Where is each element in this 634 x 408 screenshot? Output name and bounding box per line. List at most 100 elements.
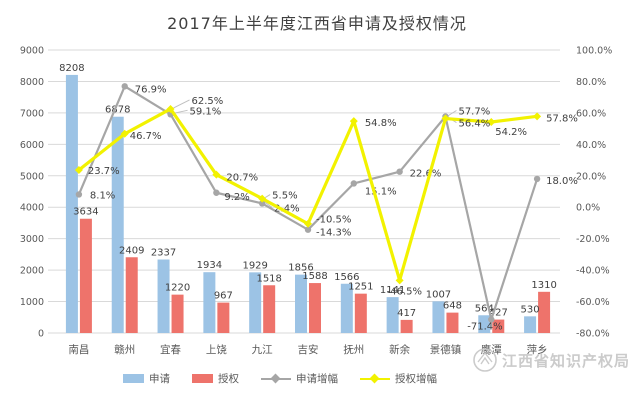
growth-point-label: 57.8% bbox=[546, 113, 578, 124]
grant-bar-label: 1518 bbox=[256, 273, 281, 284]
grant-bar bbox=[538, 291, 551, 333]
line-marker bbox=[304, 226, 312, 233]
grant-bar bbox=[125, 257, 138, 333]
grant-bar bbox=[79, 218, 92, 333]
right-axis-tick: 40.0% bbox=[576, 140, 606, 151]
category-label: 南昌 bbox=[68, 343, 89, 356]
line-marker bbox=[441, 114, 450, 123]
bar-value-labels: 8208 3634 6878 2409 2337 1220 1934 967 1929 1518 1… bbox=[59, 63, 557, 319]
grant-bar bbox=[446, 312, 459, 333]
legend-label: 申请 bbox=[149, 373, 170, 385]
legend-item-grant-growth: 授权增幅 bbox=[360, 371, 437, 386]
line-marker bbox=[166, 104, 175, 113]
left-axis-tick: 4000 bbox=[20, 203, 44, 214]
legend-label: 授权 bbox=[218, 373, 239, 385]
growth-point-label: 54.2% bbox=[495, 127, 527, 138]
right-axis-tick: 20.0% bbox=[576, 171, 606, 182]
category-label: 上饶 bbox=[206, 343, 227, 356]
category-label: 景德镇 bbox=[430, 343, 462, 356]
right-axis-tick: -60.0% bbox=[576, 297, 610, 308]
left-axis-tick: 5000 bbox=[20, 171, 44, 182]
line-marker bbox=[74, 165, 83, 174]
growth-point-label: -14.3% bbox=[316, 228, 351, 239]
line-marker bbox=[488, 316, 495, 323]
application-bar-label: 1929 bbox=[242, 260, 267, 271]
application-bar-label: 564 bbox=[475, 303, 494, 314]
legend-label: 申请增幅 bbox=[296, 373, 338, 385]
growth-point-label: 56.4% bbox=[458, 119, 490, 130]
application-bar bbox=[478, 315, 491, 333]
grant-bar bbox=[171, 294, 184, 333]
label-leader-line bbox=[173, 99, 190, 109]
category-label: 鹰潭 bbox=[481, 343, 502, 356]
right-axis-tick: 0.0% bbox=[576, 203, 600, 214]
application-bar bbox=[111, 116, 124, 333]
growth-point-label: -71.4% bbox=[467, 321, 502, 332]
growth-point-label: 2.4% bbox=[274, 203, 299, 214]
grant-bar bbox=[400, 319, 413, 333]
chart-title: 2017年上半年度江西省申请及授权情况 bbox=[167, 14, 467, 33]
category-label: 抚州 bbox=[343, 344, 364, 356]
label-leader-line bbox=[264, 202, 273, 208]
application-bar-label: 1934 bbox=[197, 260, 222, 271]
legend-item-applications: 申请 bbox=[123, 371, 170, 386]
grant-bar-label: 1310 bbox=[531, 280, 556, 291]
category-label: 宜春 bbox=[160, 343, 181, 356]
grant-bar-label: 3634 bbox=[73, 207, 98, 218]
growth-point-label: 20.7% bbox=[226, 173, 258, 184]
application-bar bbox=[386, 297, 399, 333]
left-axis-tick: 1000 bbox=[20, 297, 44, 308]
line-marker bbox=[533, 112, 542, 121]
category-label: 吉安 bbox=[298, 343, 319, 356]
left-axis-tick: 0 bbox=[38, 329, 44, 340]
grant-bar-label: 1588 bbox=[302, 271, 327, 282]
growth-point-label: 18.0% bbox=[546, 176, 578, 187]
application-bar-label: 1141 bbox=[380, 285, 405, 296]
application-bar bbox=[295, 274, 307, 333]
application-bar-label: 530 bbox=[521, 304, 540, 315]
line-marker bbox=[349, 117, 358, 126]
application-bar-label: 8208 bbox=[59, 63, 84, 74]
line-marker bbox=[304, 219, 312, 228]
grant-bar bbox=[354, 293, 367, 333]
line-marker bbox=[120, 129, 129, 138]
grant-bar bbox=[492, 319, 505, 333]
growth-point-label: 57.7% bbox=[458, 107, 490, 118]
category-label: 萍乡 bbox=[527, 344, 548, 356]
blue-bar-swatch-icon bbox=[123, 374, 144, 383]
right-axis-tick: 60.0% bbox=[576, 108, 606, 119]
application-bar bbox=[432, 301, 445, 333]
application-bar-label: 1856 bbox=[288, 263, 313, 274]
grant-bar-label: 2409 bbox=[119, 245, 144, 256]
growth-point-label: 22.6% bbox=[410, 169, 442, 180]
line-marker bbox=[350, 180, 358, 187]
growth-point-label: 8.1% bbox=[90, 190, 115, 201]
line-marker bbox=[487, 118, 496, 127]
grant-bar bbox=[309, 283, 321, 333]
application-bar bbox=[524, 316, 537, 333]
axis-tick-labels: 9000 100.0% 8000 80.0% 7000 60.0% 6000 40.0% 500… bbox=[20, 46, 612, 340]
legend-item-grants: 授权 bbox=[192, 371, 239, 386]
right-axis-tick: 80.0% bbox=[576, 77, 606, 88]
category-label: 九江 bbox=[252, 344, 273, 356]
line-marker bbox=[533, 175, 541, 183]
legend-item-application-growth: 申请增幅 bbox=[261, 371, 338, 386]
growth-point-label: 23.7% bbox=[88, 166, 120, 177]
grant-growth-line-labels: 23.7% 46.7% 62.5% 20.7% 5.5% -10.5% 54.8% -46.5… bbox=[88, 96, 578, 297]
line-marker bbox=[213, 189, 220, 196]
right-axis-tick: -20.0% bbox=[576, 234, 610, 245]
line-marker bbox=[212, 170, 221, 179]
growth-point-label: 59.1% bbox=[190, 106, 222, 117]
red-bar-swatch-icon bbox=[192, 374, 213, 383]
left-axis-tick: 7000 bbox=[20, 108, 44, 119]
growth-point-label: 9.2% bbox=[224, 192, 249, 203]
grant-bar bbox=[263, 285, 276, 333]
right-axis-tick: 100.0% bbox=[576, 46, 612, 57]
gray-line-swatch-icon bbox=[261, 373, 291, 383]
grant-bar-label: 427 bbox=[489, 308, 508, 319]
grant-bar bbox=[217, 302, 230, 333]
application-bar bbox=[249, 272, 262, 333]
application-bar bbox=[65, 74, 78, 334]
label-leader-line bbox=[173, 109, 188, 114]
left-axis-tick: 2000 bbox=[20, 266, 44, 277]
